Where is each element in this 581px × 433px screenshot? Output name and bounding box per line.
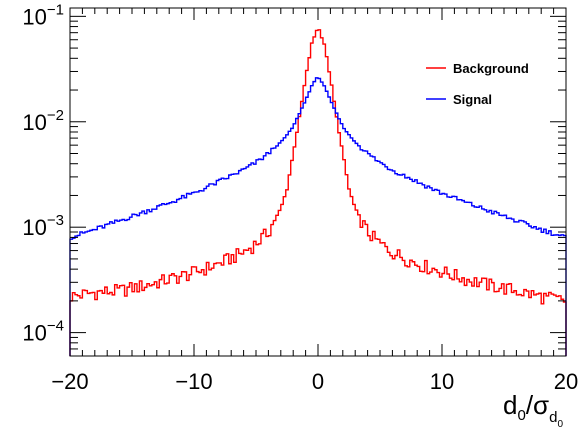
x-tick-label: −20 [51, 369, 88, 394]
series-layer [69, 29, 567, 356]
y-tick-label-base: 10 [22, 215, 46, 240]
x-axis-title-base: d [503, 390, 517, 420]
legend-label-signal: Signal [453, 92, 492, 107]
x-tick-label: −10 [175, 369, 212, 394]
y-tick-label: 10−1 [22, 1, 64, 29]
x-tick-labels: −20 −10 0 10 20 [51, 369, 578, 394]
series-line-signal [69, 77, 567, 356]
plot-area [70, 8, 566, 356]
x-tick-label: 10 [430, 369, 454, 394]
x-axis-title-sigma-sub: d [549, 409, 557, 426]
y-tick-label-exponent: −3 [47, 212, 64, 229]
y-tick-label-exponent: −1 [47, 1, 64, 18]
ticks-layer [69, 8, 567, 357]
legend-label-background: Background [453, 61, 529, 76]
series-line-background [69, 29, 567, 356]
y-tick-labels: 10−410−310−210−1 [22, 1, 64, 345]
y-tick-label-base: 10 [22, 110, 46, 135]
x-axis-title-slash: / [526, 390, 534, 420]
x-tick-label: 0 [312, 369, 324, 394]
x-axis-title-base-sub: 0 [517, 407, 525, 424]
legend: Background Signal [426, 61, 529, 107]
x-axis-title-sigma: σ [533, 390, 549, 420]
x-axis-title-sigma-sub-sub: 0 [557, 419, 563, 430]
x-tick-label: 20 [554, 369, 578, 394]
y-tick-label: 10−3 [22, 212, 64, 240]
y-tick-label-exponent: −4 [47, 318, 64, 335]
y-tick-label: 10−4 [22, 318, 64, 346]
y-tick-label-exponent: −2 [47, 107, 64, 124]
y-tick-label: 10−2 [22, 107, 64, 135]
y-tick-label-base: 10 [22, 4, 46, 29]
x-axis-title: d0/σd0 [503, 390, 563, 430]
y-tick-label-base: 10 [22, 321, 46, 346]
